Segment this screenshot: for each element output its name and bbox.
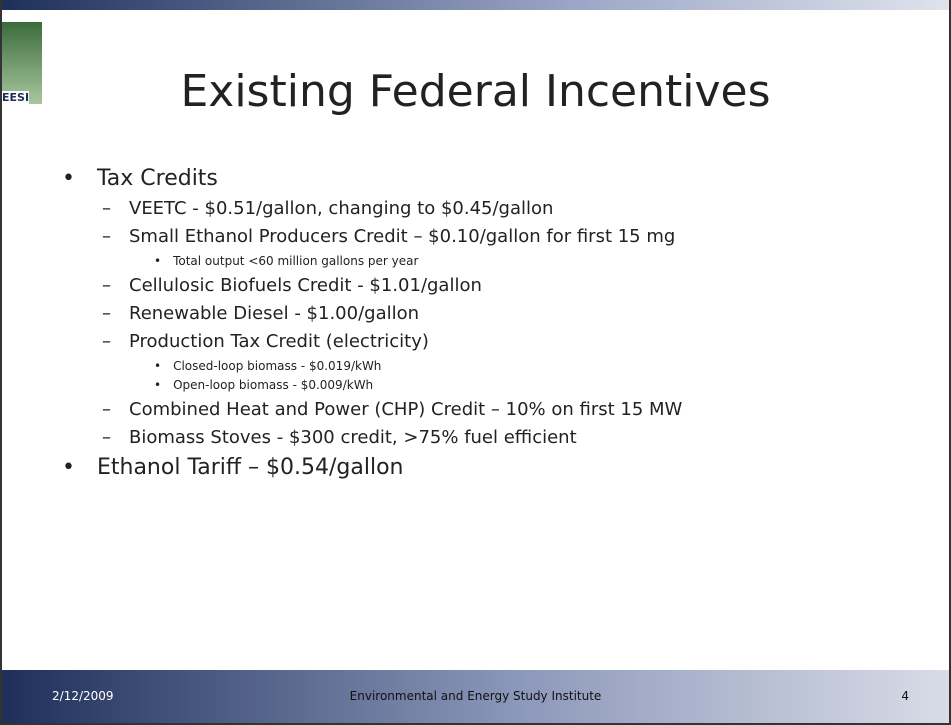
sub-bullet: – Cellulosic Biofuels Credit - $1.01/gal… — [102, 275, 919, 296]
logo: EESI — [2, 22, 42, 104]
bullet-marker: • — [154, 359, 174, 373]
bullet-text: Tax Credits — [96, 166, 218, 191]
top-bar — [2, 0, 949, 10]
bullet-text: VEETC - $0.51/gallon, changing to $0.45/… — [129, 198, 554, 219]
bullet-text: Ethanol Tariff – $0.54/gallon — [96, 455, 404, 480]
sub-bullet: – Small Ethanol Producers Credit – $0.10… — [102, 226, 919, 247]
bullet-text: Cellulosic Biofuels Credit - $1.01/gallo… — [129, 275, 482, 296]
title: Existing Federal Incentives — [180, 66, 771, 117]
bullet-marker: • — [62, 166, 97, 191]
bullet-text: Total output <60 million gallons per yea… — [173, 254, 419, 268]
bullet-marker: – — [102, 399, 129, 420]
bullet: • Ethanol Tariff – $0.54/gallon — [62, 455, 919, 480]
sub-bullet: – Biomass Stoves - $300 credit, >75% fue… — [102, 427, 919, 448]
bullet-marker: – — [102, 331, 129, 352]
bullet-marker: – — [102, 427, 129, 448]
footer-page: 4 — [901, 689, 909, 703]
sub-sub-bullet: • Open-loop biomass - $0.009/kWh — [154, 378, 919, 392]
logo-text: EESI — [2, 91, 30, 104]
bullet-text: Biomass Stoves - $300 credit, >75% fuel … — [129, 427, 577, 448]
content: • Tax Credits – VEETC - $0.51/gallon, cha… — [62, 160, 919, 484]
bullet-text: Combined Heat and Power (CHP) Credit – 1… — [129, 399, 683, 420]
bullet-marker: • — [154, 254, 174, 268]
bullet-marker: – — [102, 198, 129, 219]
sub-bullet: – Combined Heat and Power (CHP) Credit –… — [102, 399, 919, 420]
bullet-marker: • — [62, 455, 97, 480]
bullet-text: Open-loop biomass - $0.009/kWh — [173, 378, 374, 392]
sub-bullet: – VEETC - $0.51/gallon, changing to $0.4… — [102, 198, 919, 219]
footer-date: 2/12/2009 — [52, 689, 114, 703]
bullet: • Tax Credits — [62, 166, 919, 191]
footer-org: Environmental and Energy Study Institute — [349, 689, 602, 703]
bullet-text: Small Ethanol Producers Credit – $0.10/g… — [129, 226, 676, 247]
bullet-marker: • — [154, 378, 174, 392]
sub-bullet: – Production Tax Credit (electricity) — [102, 331, 919, 352]
bullet-marker: – — [102, 275, 129, 296]
sub-bullet: – Renewable Diesel - $1.00/gallon — [102, 303, 919, 324]
bullet-marker: – — [102, 226, 129, 247]
sub-sub-bullet: • Closed-loop biomass - $0.019/kWh — [154, 359, 919, 373]
bullet-marker: – — [102, 303, 129, 324]
footer: 2/12/2009 Environmental and Energy Study… — [2, 670, 949, 723]
bullet-text: Closed-loop biomass - $0.019/kWh — [173, 359, 382, 373]
bullet-text: Renewable Diesel - $1.00/gallon — [129, 303, 420, 324]
sub-sub-bullet: • Total output <60 million gallons per y… — [154, 254, 919, 268]
bullet-text: Production Tax Credit (electricity) — [129, 331, 429, 352]
